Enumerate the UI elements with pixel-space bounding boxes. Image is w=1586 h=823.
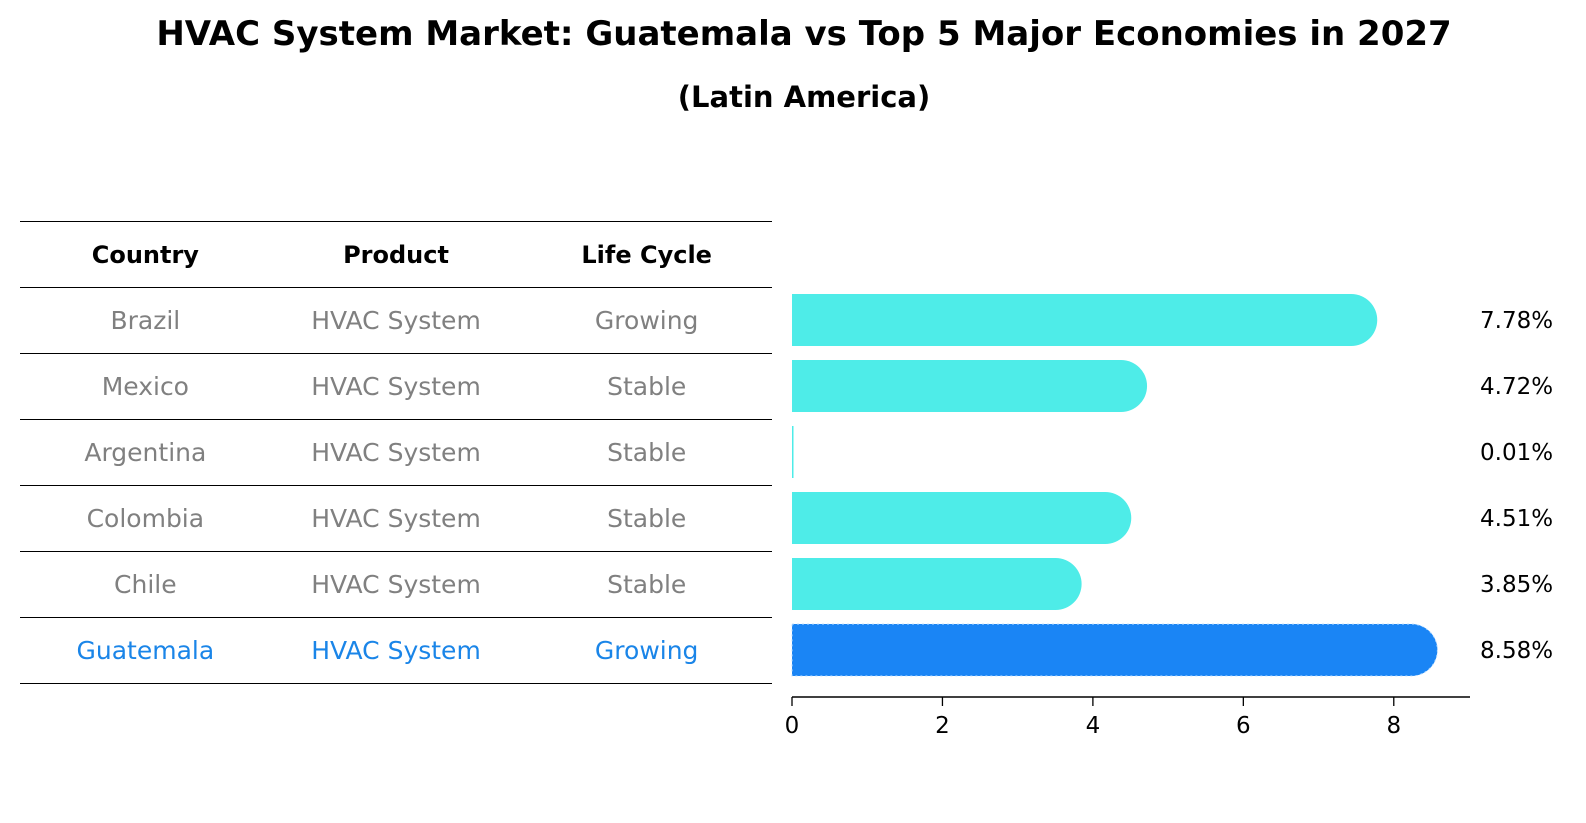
table-row: Argentina HVAC System Stable [20, 419, 772, 485]
cell-product: HVAC System [311, 504, 481, 533]
header-life-cycle: Life Cycle [581, 240, 712, 269]
header-product: Product [343, 240, 449, 269]
value-label: 4.51% [1480, 506, 1553, 532]
cell-country: Colombia [86, 504, 205, 533]
chart-subtitle: (Latin America) [677, 80, 931, 114]
table-row: Chile HVAC System Stable [20, 551, 772, 617]
cell-product: HVAC System [311, 570, 481, 599]
country-table: Country Product Life Cycle Brazil HVAC S… [20, 221, 772, 684]
cell-life-cycle: Stable [607, 372, 687, 401]
cell-life-cycle: Growing [594, 636, 699, 665]
x-tick-label: 4 [1086, 713, 1101, 739]
value-label: 8.58% [1480, 638, 1553, 664]
cell-product: HVAC System [311, 636, 481, 665]
cell-country: Guatemala [76, 636, 215, 665]
cell-product: HVAC System [311, 372, 481, 401]
chart-title: HVAC System Market: Guatemala vs Top 5 M… [156, 14, 1452, 54]
value-label: 3.85% [1480, 572, 1553, 598]
value-label: 7.78% [1480, 308, 1553, 334]
cell-country: Chile [114, 570, 177, 599]
table-row: Colombia HVAC System Stable [20, 485, 772, 551]
cell-country: Mexico [101, 372, 189, 401]
cell-life-cycle: Stable [607, 438, 687, 467]
bar-mexico [792, 360, 1148, 412]
x-tick-label: 8 [1386, 713, 1401, 739]
bar-brazil [792, 294, 1378, 346]
cell-life-cycle: Stable [607, 504, 687, 533]
table-row-highlight: Guatemala HVAC System Growing [20, 617, 772, 684]
cell-life-cycle: Stable [607, 570, 687, 599]
cell-product: HVAC System [311, 438, 481, 467]
table-header-row: Country Product Life Cycle [20, 221, 772, 287]
value-label: 0.01% [1480, 440, 1553, 466]
table-row: Mexico HVAC System Stable [20, 353, 772, 419]
bar-chile [792, 558, 1082, 610]
x-tick-label: 2 [935, 713, 950, 739]
cell-country: Argentina [84, 438, 207, 467]
x-tick-label: 0 [785, 713, 800, 739]
bar-argentina [792, 426, 794, 478]
cell-product: HVAC System [311, 306, 481, 335]
cell-life-cycle: Growing [594, 306, 699, 335]
value-label: 4.72% [1480, 374, 1553, 400]
table-row: Brazil HVAC System Growing [20, 287, 772, 353]
header-country: Country [91, 240, 199, 269]
cell-country: Brazil [110, 306, 181, 335]
x-tick-label: 6 [1236, 713, 1251, 739]
bar-colombia [792, 492, 1132, 544]
bar-guatemala [791, 623, 1438, 677]
